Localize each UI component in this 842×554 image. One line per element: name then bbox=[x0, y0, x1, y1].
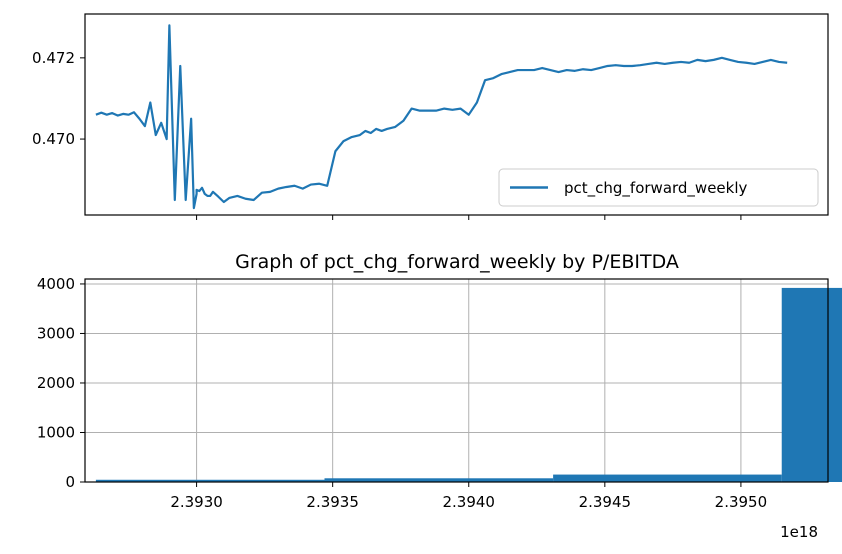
legend-box bbox=[498, 168, 819, 207]
bottom-grid bbox=[85, 279, 828, 483]
bottom-x-tick-label-2: 2.3940 bbox=[442, 493, 495, 511]
histogram-bar-0 bbox=[95, 479, 325, 482]
bottom-y-tick-label-0: 0 bbox=[65, 473, 75, 491]
bottom-y-tick-label-3: 3000 bbox=[37, 324, 75, 342]
bottom-y-ticks: 0 1000 2000 3000 4000 bbox=[37, 275, 85, 491]
histogram-bars bbox=[95, 287, 842, 482]
x-scale-label: 1e18 bbox=[780, 523, 818, 541]
bottom-plot-frame bbox=[84, 278, 829, 483]
top-plot-marks bbox=[95, 24, 788, 210]
bottom-x-tick-label-1: 2.3935 bbox=[306, 493, 359, 511]
histogram-bar-1 bbox=[324, 478, 554, 482]
bottom-y-tick-label-1: 1000 bbox=[37, 423, 75, 441]
histogram-bar-3 bbox=[781, 287, 842, 482]
legend: pct_chg_forward_weekly bbox=[498, 168, 819, 207]
chart-title: Graph of pct_chg_forward_weekly by P/EBI… bbox=[235, 251, 679, 273]
top-y-tick-label-1: 0.472 bbox=[32, 49, 75, 67]
bottom-x-ticks: 2.3930 2.3935 2.3940 2.3945 2.3950 bbox=[170, 482, 767, 511]
top-plot-frame bbox=[84, 13, 829, 216]
bottom-x-tick-label-4: 2.3950 bbox=[715, 493, 768, 511]
bottom-x-tick-label-3: 2.3945 bbox=[579, 493, 632, 511]
series-line-pct_chg_forward_weekly bbox=[95, 24, 788, 210]
legend-label: pct_chg_forward_weekly bbox=[564, 179, 748, 198]
top-y-tick-label-0: 0.470 bbox=[32, 130, 75, 148]
bottom-y-tick-label-2: 2000 bbox=[37, 374, 75, 392]
bottom-histogram: Graph of pct_chg_forward_weekly by P/EBI… bbox=[37, 251, 842, 541]
histogram-bar-2 bbox=[553, 474, 782, 482]
bottom-x-tick-label-0: 2.3930 bbox=[170, 493, 223, 511]
top-y-ticks: 0.470 0.472 bbox=[32, 49, 85, 148]
bottom-y-tick-label-4: 4000 bbox=[37, 275, 75, 293]
top-line-chart: 0.470 0.472 pct_chg_forward_weekly bbox=[32, 13, 829, 220]
top-x-ticks bbox=[196, 215, 742, 220]
